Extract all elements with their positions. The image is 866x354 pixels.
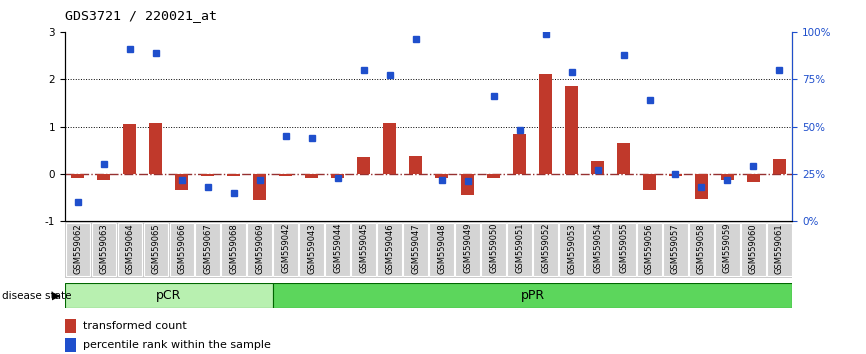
Bar: [404, 223, 428, 276]
Text: GSM559046: GSM559046: [385, 223, 394, 274]
Bar: [689, 223, 714, 276]
Text: GSM559042: GSM559042: [281, 223, 290, 273]
Bar: [715, 223, 740, 276]
Bar: [721, 174, 734, 179]
Bar: [617, 143, 630, 174]
Bar: [123, 124, 137, 174]
Bar: [300, 223, 324, 276]
Text: GSM559060: GSM559060: [749, 223, 758, 274]
Text: GSM559064: GSM559064: [126, 223, 134, 274]
Text: GSM559044: GSM559044: [333, 223, 342, 273]
Text: GSM559061: GSM559061: [775, 223, 784, 274]
Text: GSM559066: GSM559066: [178, 223, 186, 274]
Text: GSM559063: GSM559063: [100, 223, 108, 274]
Bar: [461, 174, 474, 195]
Bar: [222, 223, 246, 276]
Bar: [149, 123, 163, 174]
Bar: [118, 223, 142, 276]
Text: GSM559053: GSM559053: [567, 223, 576, 274]
Bar: [741, 223, 766, 276]
Text: GSM559054: GSM559054: [593, 223, 602, 273]
Text: pCR: pCR: [156, 289, 182, 302]
Text: disease state: disease state: [2, 291, 71, 301]
Bar: [409, 156, 422, 174]
Bar: [487, 174, 500, 178]
Bar: [97, 174, 111, 179]
Bar: [201, 174, 214, 176]
Text: GSM559051: GSM559051: [515, 223, 524, 273]
Bar: [65, 319, 76, 333]
Text: transformed count: transformed count: [83, 321, 187, 331]
Text: percentile rank within the sample: percentile rank within the sample: [83, 341, 271, 350]
Bar: [481, 223, 506, 276]
Bar: [430, 223, 454, 276]
Text: ▶: ▶: [52, 291, 61, 301]
Text: GDS3721 / 220021_at: GDS3721 / 220021_at: [65, 9, 217, 22]
Bar: [637, 223, 662, 276]
Bar: [92, 223, 116, 276]
Bar: [611, 223, 636, 276]
Bar: [585, 223, 610, 276]
Bar: [746, 174, 760, 182]
Text: GSM559055: GSM559055: [619, 223, 628, 273]
Text: GSM559043: GSM559043: [307, 223, 316, 274]
Text: GSM559052: GSM559052: [541, 223, 550, 273]
Bar: [539, 74, 553, 174]
Bar: [513, 134, 527, 174]
Text: GSM559058: GSM559058: [697, 223, 706, 274]
Bar: [144, 223, 168, 276]
Bar: [695, 174, 708, 199]
Bar: [772, 159, 786, 174]
Bar: [559, 223, 584, 276]
Bar: [643, 174, 656, 190]
Text: pPR: pPR: [520, 289, 545, 302]
Bar: [71, 174, 84, 178]
Bar: [767, 223, 792, 276]
Bar: [326, 223, 350, 276]
Text: GSM559062: GSM559062: [74, 223, 82, 274]
Bar: [253, 174, 266, 200]
Bar: [273, 283, 792, 308]
Bar: [435, 174, 449, 178]
Bar: [196, 223, 220, 276]
Bar: [378, 223, 402, 276]
Text: GSM559068: GSM559068: [229, 223, 238, 274]
Bar: [669, 174, 682, 176]
Bar: [352, 223, 376, 276]
Bar: [507, 223, 532, 276]
Text: GSM559048: GSM559048: [437, 223, 446, 274]
Bar: [274, 223, 298, 276]
Bar: [170, 223, 194, 276]
Bar: [248, 223, 272, 276]
Bar: [663, 223, 688, 276]
Text: GSM559045: GSM559045: [359, 223, 368, 273]
Text: GSM559056: GSM559056: [645, 223, 654, 274]
Bar: [65, 283, 273, 308]
Bar: [357, 157, 371, 174]
Bar: [383, 123, 396, 174]
Bar: [331, 174, 345, 178]
Text: GSM559050: GSM559050: [489, 223, 498, 273]
Text: GSM559059: GSM559059: [723, 223, 732, 273]
Text: GSM559065: GSM559065: [152, 223, 160, 274]
Bar: [565, 86, 578, 174]
Bar: [175, 174, 188, 190]
Bar: [227, 174, 240, 176]
Text: GSM559049: GSM559049: [463, 223, 472, 273]
Text: GSM559057: GSM559057: [671, 223, 680, 274]
Bar: [533, 223, 558, 276]
Text: GSM559047: GSM559047: [411, 223, 420, 274]
Bar: [65, 338, 76, 352]
Bar: [456, 223, 480, 276]
Text: GSM559069: GSM559069: [255, 223, 264, 274]
Bar: [279, 174, 292, 176]
Bar: [66, 223, 90, 276]
Bar: [591, 161, 604, 174]
Text: GSM559067: GSM559067: [204, 223, 212, 274]
Bar: [305, 174, 319, 178]
